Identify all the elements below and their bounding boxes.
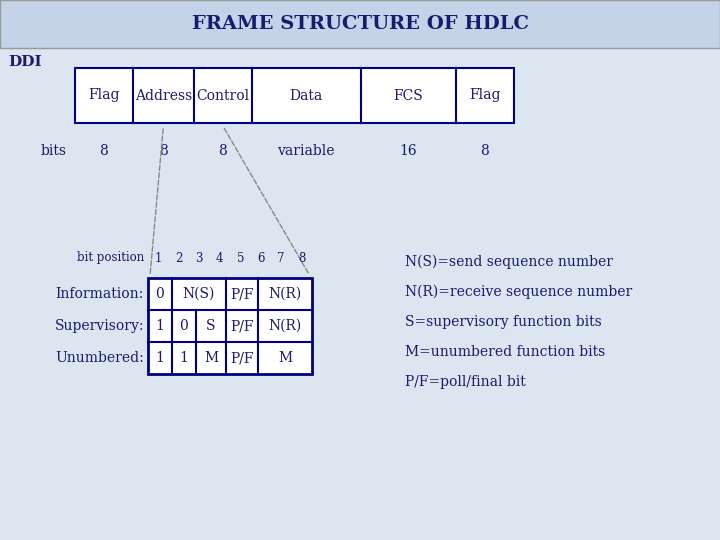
Text: 1: 1	[156, 319, 164, 333]
Bar	[0, 0, 720, 48]
Text: 2: 2	[175, 252, 182, 265]
Text: S: S	[206, 319, 216, 333]
Text: P/F: P/F	[230, 287, 253, 301]
Text: N(S)=send sequence number: N(S)=send sequence number	[405, 255, 613, 269]
Text: variable: variable	[277, 144, 335, 158]
Text: 6: 6	[257, 252, 264, 265]
Text: FCS: FCS	[393, 89, 423, 103]
Text: P/F: P/F	[230, 319, 253, 333]
Text: 0: 0	[179, 319, 189, 333]
Text: 8: 8	[159, 144, 168, 158]
Text: Address: Address	[135, 89, 192, 103]
Text: N(R)=receive sequence number: N(R)=receive sequence number	[405, 285, 632, 299]
Text: 1: 1	[179, 351, 189, 365]
Text: M=unumbered function bits: M=unumbered function bits	[405, 345, 606, 359]
Text: Flag: Flag	[469, 89, 500, 103]
Text: 8: 8	[99, 144, 108, 158]
Text: 0: 0	[156, 287, 164, 301]
Text: 4: 4	[216, 252, 223, 265]
Bar	[75, 68, 513, 123]
Text: N(R): N(R)	[269, 287, 302, 301]
Text: P/F=poll/final bit: P/F=poll/final bit	[405, 375, 526, 389]
Text: FRAME STRUCTURE OF HDLC: FRAME STRUCTURE OF HDLC	[192, 15, 528, 33]
Text: Control: Control	[197, 89, 249, 103]
Text: 8: 8	[480, 144, 489, 158]
Text: Unumbered:: Unumbered:	[55, 351, 144, 365]
Text: 5: 5	[236, 252, 244, 265]
Text: 1: 1	[156, 351, 164, 365]
Text: 7: 7	[277, 252, 285, 265]
Text: P/F: P/F	[230, 351, 253, 365]
Text: DDI: DDI	[8, 55, 42, 69]
Text: Flag: Flag	[88, 89, 120, 103]
Text: 16: 16	[400, 144, 417, 158]
Text: M: M	[278, 351, 292, 365]
Text: 8: 8	[298, 252, 305, 265]
Text: Information:: Information:	[55, 287, 144, 301]
Text: 1: 1	[155, 252, 162, 265]
Text: M: M	[204, 351, 218, 365]
Text: 3: 3	[196, 252, 203, 265]
Text: Supervisory:: Supervisory:	[55, 319, 144, 333]
Text: 8: 8	[219, 144, 228, 158]
Bar	[148, 278, 312, 374]
Text: N(S): N(S)	[183, 287, 215, 301]
Text: S=supervisory function bits: S=supervisory function bits	[405, 315, 602, 329]
Text: bit position: bit position	[77, 252, 144, 265]
Text: bits: bits	[41, 144, 67, 158]
Text: Data: Data	[289, 89, 323, 103]
Text: N(R): N(R)	[269, 319, 302, 333]
